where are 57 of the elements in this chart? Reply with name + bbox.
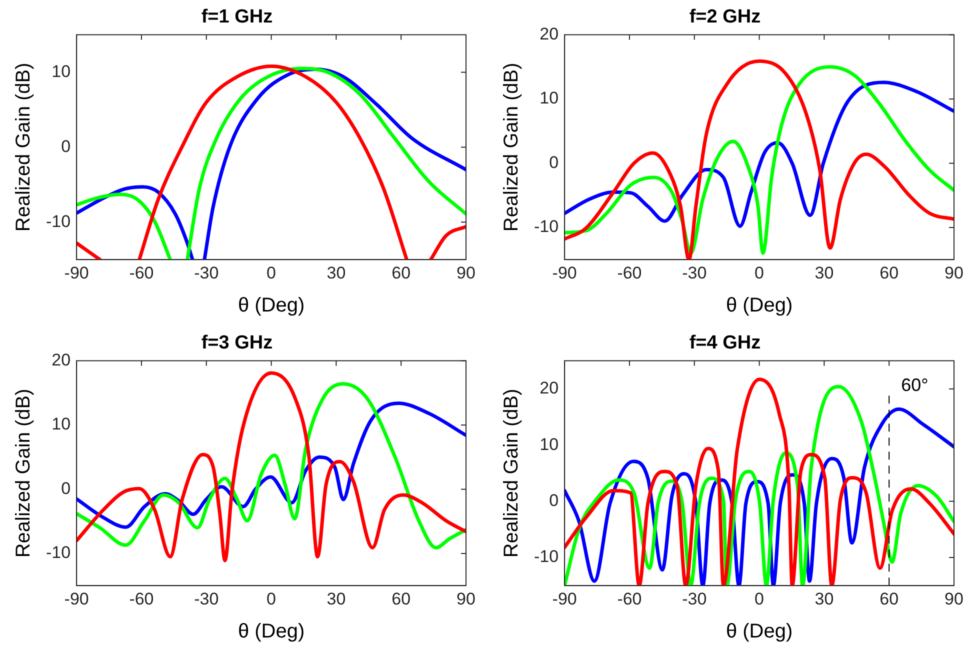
y-axis-title: Realized Gain (dB) [500, 62, 523, 232]
chart-title: f=1 GHz [201, 6, 273, 28]
y-tick-label: 10 [540, 88, 559, 108]
x-tick-label: -60 [129, 589, 154, 608]
y-tick-label: 20 [52, 350, 71, 370]
y-axis-title: Realized Gain (dB) [500, 388, 523, 558]
x-tick-label: 60 [392, 589, 411, 608]
y-tick-label: 0 [549, 490, 559, 510]
x-tick-label: 90 [456, 589, 476, 608]
y-tick-label: 0 [61, 478, 71, 498]
x-tick-label: -90 [552, 589, 577, 608]
x-tick-label: -30 [194, 589, 219, 608]
line-series [564, 80, 954, 228]
x-tick-label: 0 [266, 263, 276, 282]
chart-title: f=3 GHz [201, 332, 273, 354]
x-tick-label: -60 [129, 263, 154, 282]
x-tick-label: -60 [617, 589, 642, 608]
x-tick-label: 30 [814, 589, 834, 608]
x-tick-label: -60 [617, 263, 642, 282]
ref-line-label: 60° [901, 374, 928, 395]
y-tick-label: 10 [540, 434, 559, 454]
x-tick-label: 60 [880, 263, 899, 282]
x-axis-title: θ (Deg) [726, 294, 793, 317]
y-tick-label: 10 [52, 62, 71, 81]
y-tick-label: 20 [540, 378, 559, 398]
x-tick-label: 90 [456, 263, 476, 282]
y-tick-label: -10 [46, 543, 71, 562]
x-axis-title: θ (Deg) [238, 294, 305, 317]
y-tick-label: 0 [61, 136, 71, 156]
x-axis-title: θ (Deg) [726, 620, 793, 643]
y-tick-label: -10 [46, 212, 71, 231]
y-axis-title: Realized Gain (dB) [12, 62, 35, 232]
x-tick-label: 90 [944, 589, 964, 608]
y-tick-label: 10 [52, 414, 71, 434]
x-tick-label: 30 [326, 589, 346, 608]
y-tick-label: -10 [534, 547, 559, 566]
x-tick-label: 0 [266, 589, 276, 608]
x-tick-label: 0 [754, 263, 764, 282]
y-axis-title: Realized Gain (dB) [12, 388, 35, 558]
x-tick-label: 30 [814, 263, 834, 282]
x-tick-label: 90 [944, 263, 964, 282]
x-tick-label: -30 [682, 589, 707, 608]
x-tick-label: -30 [682, 263, 707, 282]
x-tick-label: -30 [194, 263, 219, 282]
x-tick-label: -90 [552, 263, 577, 282]
x-tick-label: -90 [64, 589, 89, 608]
x-tick-label: 30 [326, 263, 346, 282]
chart-title: f=2 GHz [689, 6, 761, 28]
y-tick-label: -10 [534, 217, 559, 236]
x-tick-label: 60 [880, 589, 899, 608]
x-axis-title: θ (Deg) [238, 620, 305, 643]
x-tick-label: 0 [754, 589, 764, 608]
y-tick-label: 0 [549, 152, 559, 172]
x-tick-label: 60 [392, 263, 411, 282]
chart-title: f=4 GHz [689, 332, 761, 354]
y-tick-label: 20 [540, 24, 559, 44]
x-tick-label: -90 [64, 263, 89, 282]
